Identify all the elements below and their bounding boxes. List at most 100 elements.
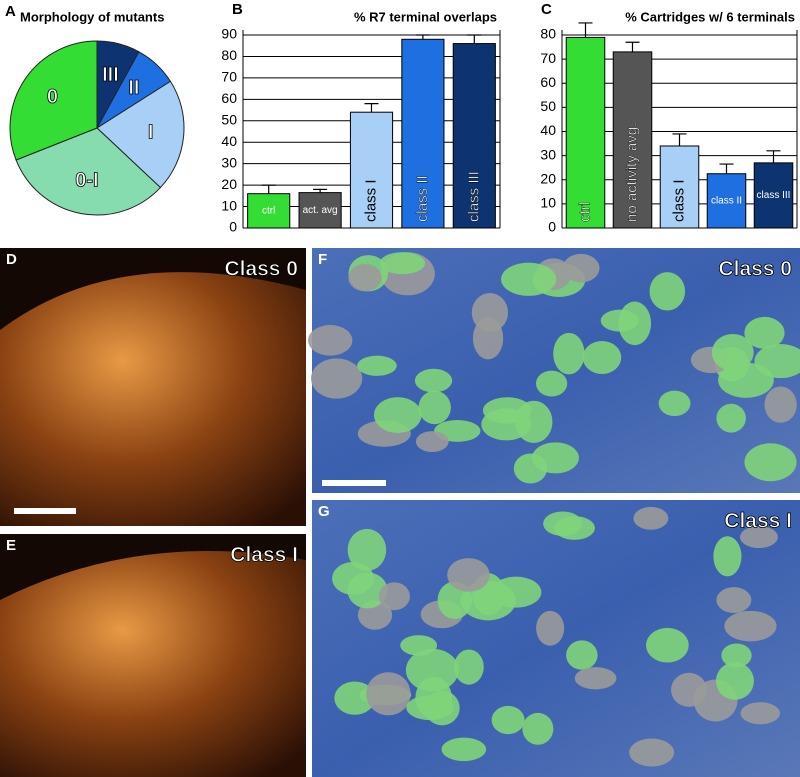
cell-blob (744, 316, 785, 349)
bar-label: ctrl (576, 202, 593, 222)
y-tick-label: 10 (221, 197, 237, 213)
cell-blob (441, 737, 487, 762)
cell-blob (711, 333, 754, 371)
error-bar (261, 184, 276, 194)
cell-blob (491, 705, 525, 735)
cell-blob (522, 712, 554, 745)
cell-blob (490, 576, 542, 608)
cell-blob (405, 648, 459, 692)
cell-blob (535, 370, 568, 397)
cell-blob (715, 662, 754, 700)
cell-blob (566, 640, 598, 670)
cell-blob (379, 252, 426, 275)
cell-blob (716, 587, 752, 614)
y-tick-label: 50 (221, 111, 237, 127)
error-bar (672, 133, 687, 146)
panel-letter: C (541, 1, 552, 18)
bar (298, 192, 342, 229)
y-tick-label: 60 (221, 90, 237, 106)
cell-blob (481, 408, 532, 441)
image-label: Class I (724, 510, 792, 533)
slice-label: II (128, 77, 139, 99)
cell-blob (310, 358, 363, 399)
cell-blob (600, 309, 639, 332)
cell-blob (724, 610, 777, 642)
cell-blob (378, 582, 410, 611)
cell-blob (536, 610, 565, 646)
cell-blob (562, 253, 600, 283)
bar-label: class II (414, 175, 431, 222)
scale-bar (14, 508, 76, 514)
cell-blob (366, 672, 411, 716)
panel-letter: A (5, 3, 16, 20)
y-tick-label: 0 (229, 219, 237, 235)
bar (349, 111, 394, 229)
y-tick-label: 30 (221, 154, 237, 170)
panel-letter: B (232, 1, 243, 18)
bar-label: no activity avg. (623, 123, 640, 222)
cell-blob (582, 341, 622, 374)
slice-label: 0-I (75, 169, 98, 191)
bar (401, 38, 445, 229)
error-bar (719, 163, 734, 174)
error-bar (766, 150, 781, 163)
y-tick-label: 60 (540, 74, 556, 90)
cell-blob (332, 562, 374, 595)
y-tick-label: 70 (540, 50, 556, 66)
error-bar (625, 41, 640, 52)
y-tick-label: 70 (221, 69, 237, 85)
cell-blob (718, 362, 774, 398)
cell-blob (418, 390, 451, 425)
cell-blob (716, 403, 746, 433)
error-bar (578, 22, 593, 38)
bar-label: class I (670, 179, 687, 222)
error-bar (313, 188, 328, 193)
y-tick-label: 20 (540, 170, 556, 186)
cell-blob (649, 272, 686, 311)
pie-slice (15, 127, 162, 216)
y-tick-label: 90 (221, 26, 237, 42)
y-tick-label: 40 (221, 133, 237, 149)
cell-blob (554, 516, 595, 540)
cell-blob (373, 397, 422, 433)
panel-letter: G (318, 503, 330, 520)
cell-blob (740, 526, 778, 549)
y-tick-label: 10 (540, 195, 556, 211)
scale-bar (322, 480, 386, 486)
cell-blob (348, 264, 382, 292)
bar-label: ctrl (262, 205, 275, 216)
cell-blob (501, 262, 557, 296)
y-tick-label: 50 (540, 98, 556, 114)
cell-blob (629, 738, 675, 767)
image-label: Class I (230, 544, 298, 567)
cell-blob (357, 355, 397, 376)
bar (247, 193, 291, 229)
cell-blob (574, 667, 617, 690)
y-tick-label: 0 (548, 219, 556, 235)
cell-blob (415, 431, 449, 453)
panel-letter: F (318, 251, 327, 268)
y-tick-label: 80 (540, 26, 556, 42)
pie-slice (96, 80, 185, 189)
error-bar (415, 34, 430, 40)
cell-blob (713, 536, 742, 577)
slice-label: 0 (47, 86, 58, 108)
cell-blob (347, 528, 387, 572)
bar-label: class III (757, 190, 791, 201)
chart-title: % Cartridges w/ 6 terminals (625, 9, 795, 24)
chart-title: % R7 terminal overlaps (354, 9, 497, 24)
cell-blob (740, 702, 781, 725)
y-tick-label: 40 (540, 122, 556, 138)
slice-label: III (102, 64, 119, 86)
image-label: Class 0 (718, 258, 792, 281)
y-tick-label: 20 (221, 176, 237, 192)
cell-blob (721, 643, 752, 668)
panel-letter: E (6, 537, 16, 554)
pie-slice (9, 40, 98, 161)
cell-blob (447, 558, 490, 592)
cell-blob (531, 442, 579, 474)
cell-blob (764, 386, 797, 423)
cell-blob (658, 390, 691, 417)
image-d-tissue (0, 272, 306, 526)
